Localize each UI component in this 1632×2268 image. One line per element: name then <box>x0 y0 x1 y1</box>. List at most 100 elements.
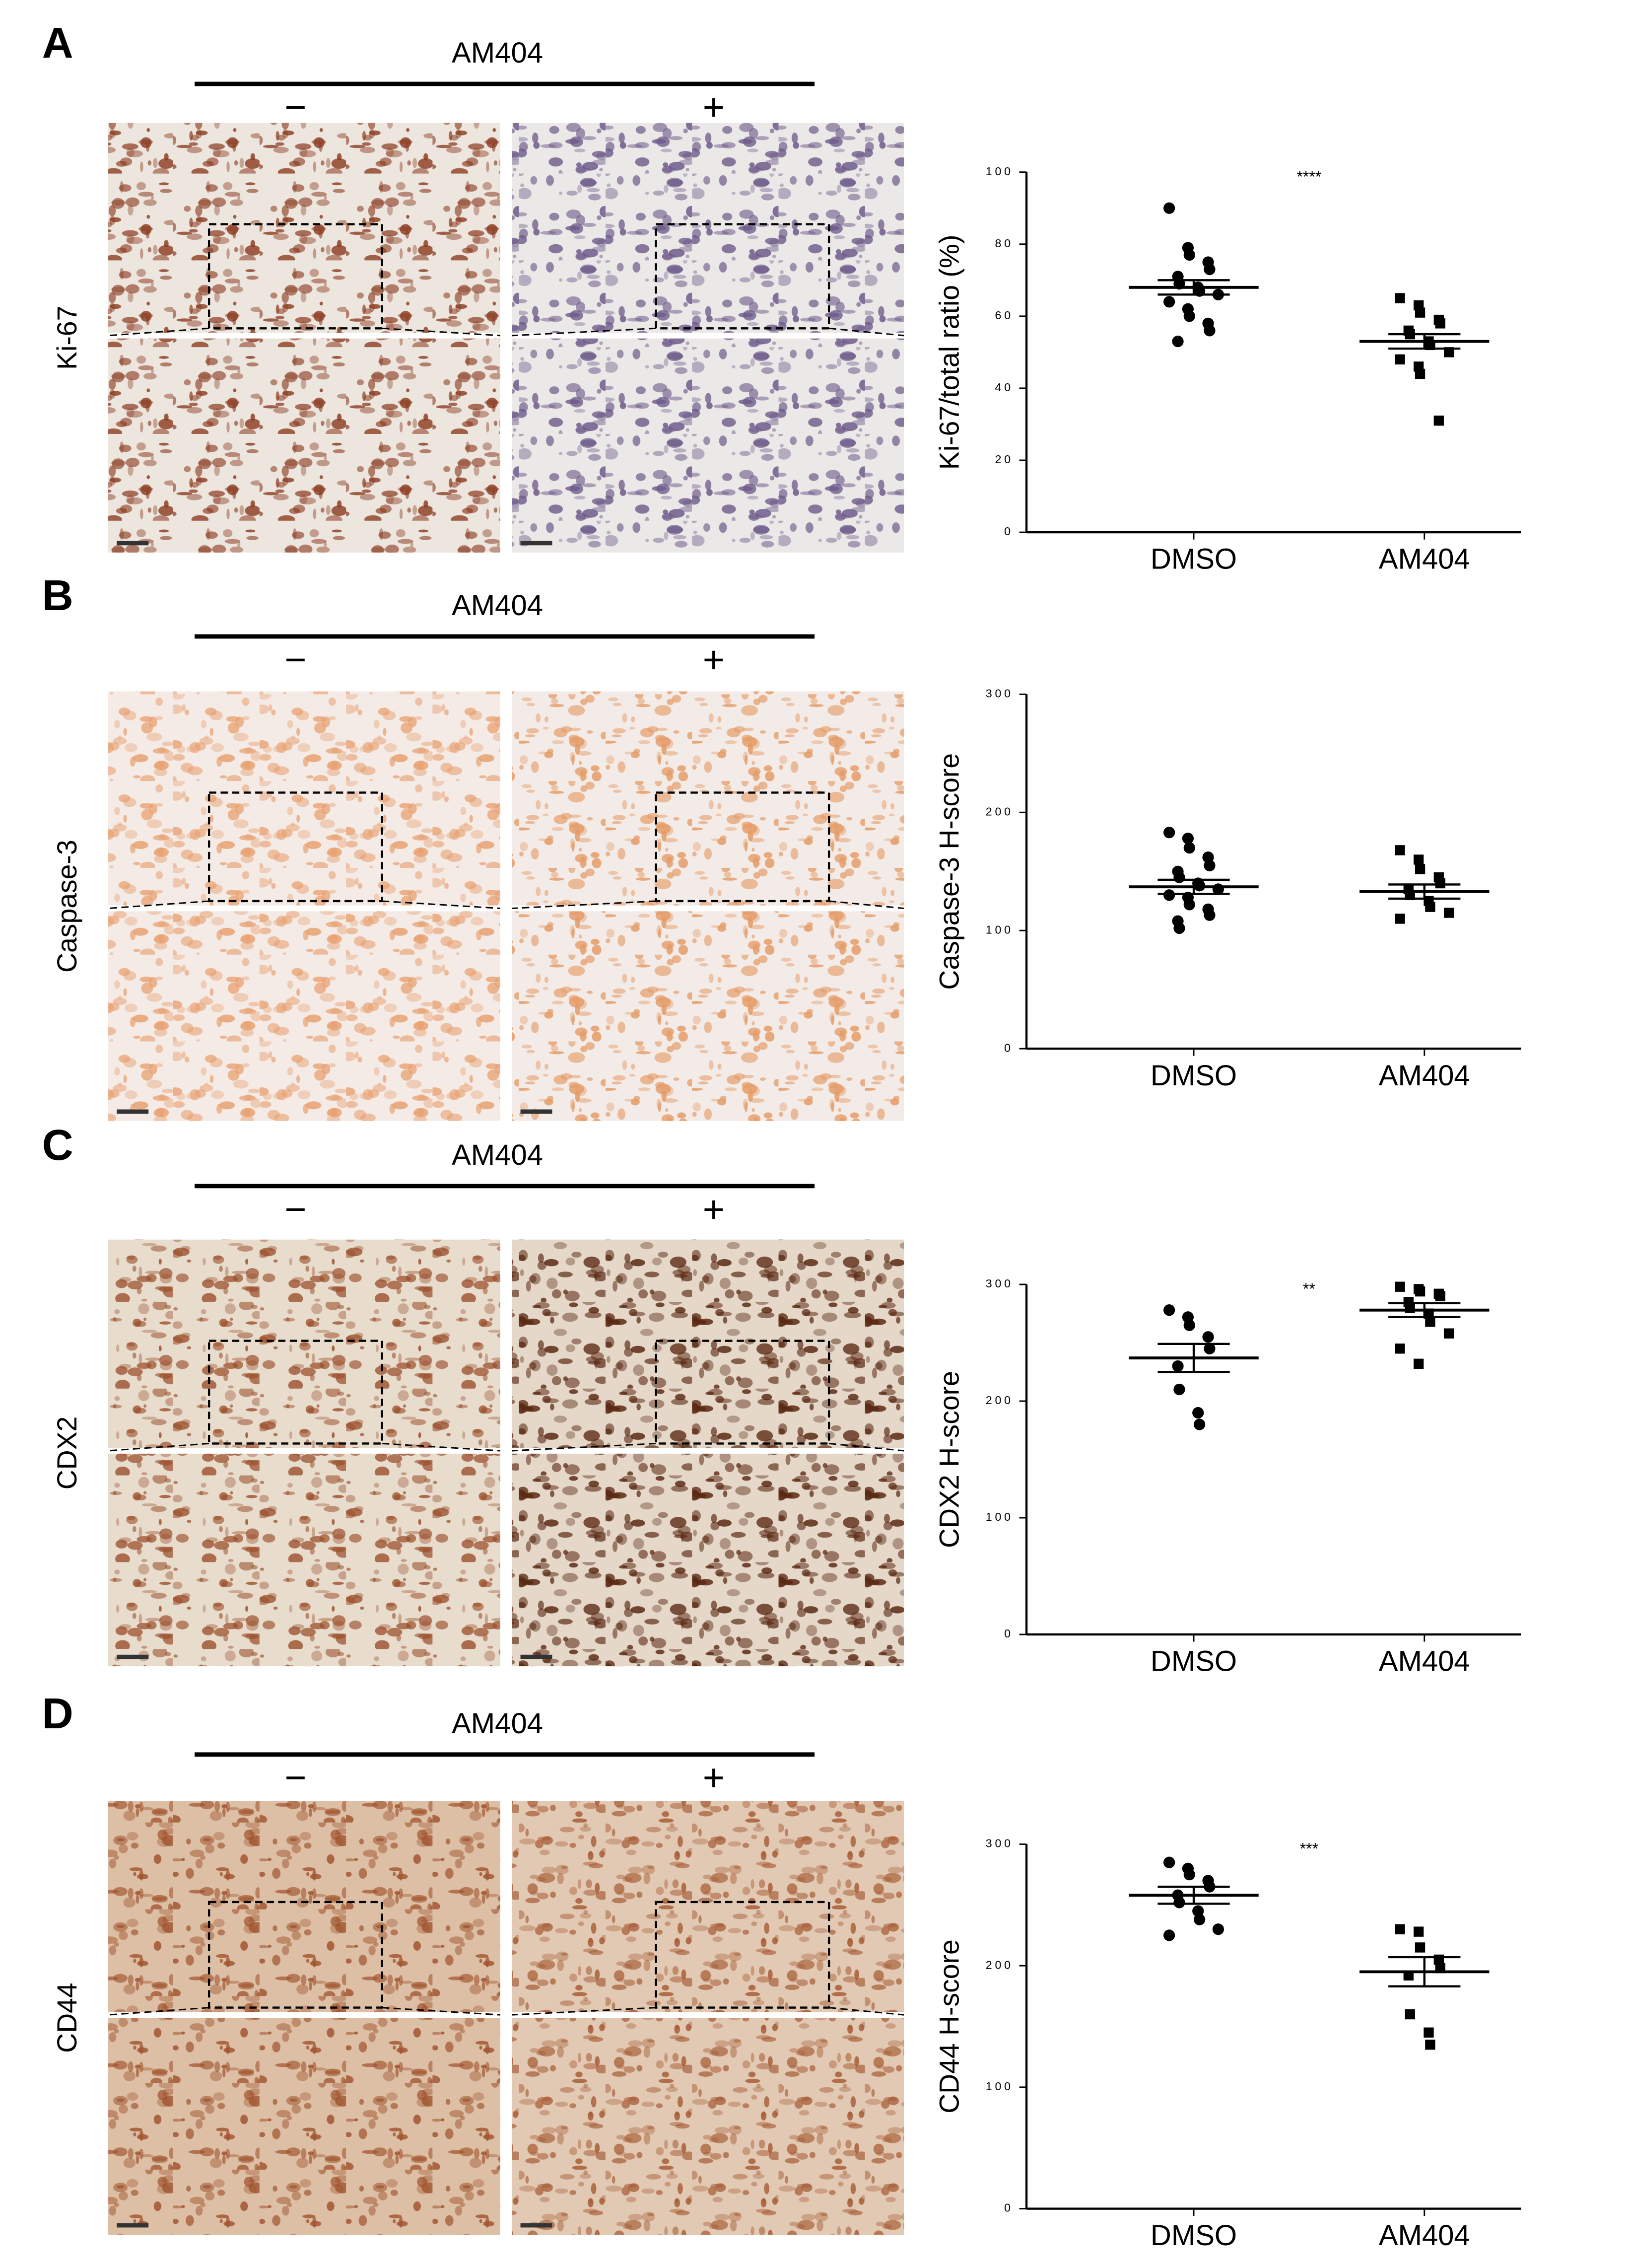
data-point <box>1395 293 1405 303</box>
data-point <box>1204 1343 1216 1354</box>
y-tick-label: 0 <box>1004 1041 1014 1054</box>
x-tick-label: AM404 <box>1379 1645 1470 1678</box>
y-tick-label: 20 <box>995 453 1013 466</box>
plus-label: + <box>703 1189 725 1230</box>
data-point <box>1413 854 1424 865</box>
zoom-line <box>382 1442 500 1452</box>
treatment-label: AM404 <box>452 1707 543 1740</box>
zoom-box <box>655 1340 830 1445</box>
zoom-line <box>512 1442 656 1452</box>
zoom-line <box>108 327 209 337</box>
data-point <box>1204 909 1216 921</box>
split-line <box>512 1448 904 1454</box>
data-point <box>1163 202 1175 214</box>
stain-label: Caspase-3 <box>52 840 82 973</box>
y-axis-label: CDX2 H-score <box>934 1371 965 1548</box>
data-point <box>1163 296 1175 308</box>
x-tick-label: AM404 <box>1379 2219 1470 2252</box>
data-point <box>1172 335 1184 348</box>
data-point <box>1395 1344 1405 1354</box>
data-point <box>1425 1316 1435 1327</box>
zoom-line <box>108 900 209 909</box>
zoom-box <box>655 791 830 903</box>
data-point <box>1395 354 1405 365</box>
y-tick-label: 100 <box>986 2080 1014 2093</box>
data-point <box>1183 1319 1195 1331</box>
panel-letter: A <box>42 19 73 67</box>
y-tick-label: 0 <box>1004 525 1014 538</box>
plus-label: + <box>703 639 725 681</box>
data-point <box>1204 859 1216 871</box>
treatment-label: AM404 <box>452 1139 543 1171</box>
zoom-box <box>207 791 383 903</box>
minus-label: − <box>284 1189 306 1230</box>
data-point <box>1183 249 1195 261</box>
minus-label: − <box>284 86 306 128</box>
split-line <box>108 905 500 912</box>
y-tick-label: 300 <box>986 1837 1014 1850</box>
scale-bar <box>117 1109 149 1114</box>
split-line <box>512 905 904 912</box>
stain-label: CD44 <box>52 1983 82 2053</box>
data-point <box>1413 1926 1424 1937</box>
zoom-box <box>207 1901 383 2009</box>
split-line <box>108 1448 500 1454</box>
data-point <box>1192 1407 1204 1419</box>
y-axis-label: Caspase-3 H-score <box>934 753 965 990</box>
data-point <box>1433 416 1444 426</box>
data-point <box>1163 827 1175 839</box>
data-point <box>1415 864 1426 874</box>
scale-bar <box>117 541 149 546</box>
data-point <box>1183 310 1195 322</box>
scale-bar <box>520 2223 552 2228</box>
panel-letter: C <box>42 1121 73 1169</box>
zoom-line <box>108 1442 209 1452</box>
data-point <box>1424 2027 1434 2038</box>
significance: *** <box>1300 1840 1318 1857</box>
scale-bar <box>520 1109 552 1114</box>
x-tick-label: DMSO <box>1151 1060 1237 1092</box>
plus-label: + <box>703 86 725 128</box>
x-tick-label: DMSO <box>1151 2219 1237 2252</box>
significance: ** <box>1303 1280 1315 1298</box>
treatment-label: AM404 <box>452 589 543 622</box>
micrograph <box>108 1801 500 2235</box>
data-point <box>1415 368 1426 379</box>
panel-letter: B <box>42 571 73 620</box>
data-point <box>1204 325 1216 337</box>
split-line <box>512 333 904 339</box>
zoom-line <box>512 900 656 909</box>
data-point <box>1194 1418 1206 1430</box>
scale-bar <box>117 2223 149 2228</box>
zoom-line <box>382 900 500 909</box>
data-point <box>1202 1331 1214 1343</box>
data-point <box>1415 1942 1426 1953</box>
zoom-box <box>655 1901 830 2009</box>
micrograph <box>512 1801 904 2235</box>
panel-letter: D <box>42 1690 73 1738</box>
significance: **** <box>1297 168 1322 186</box>
scale-bar <box>117 1654 149 1659</box>
data-point <box>1183 1868 1195 1881</box>
data-point <box>1173 922 1185 934</box>
data-point <box>1435 318 1445 329</box>
data-point <box>1163 889 1175 901</box>
stain-label: Ki-67 <box>52 306 82 370</box>
data-point <box>1415 1286 1426 1297</box>
data-point <box>1194 1914 1206 1925</box>
split-line <box>512 2012 904 2018</box>
split-line <box>108 333 500 339</box>
data-point <box>1183 899 1195 911</box>
minus-label: − <box>284 639 306 681</box>
zoom-line <box>829 327 904 337</box>
data-point <box>1395 914 1405 924</box>
y-tick-label: 200 <box>986 1394 1014 1407</box>
y-axis-label: Ki-67/total ratio (%) <box>934 235 965 470</box>
data-point <box>1172 1360 1184 1372</box>
data-point <box>1415 307 1426 318</box>
data-point <box>1183 842 1195 854</box>
x-tick-label: AM404 <box>1379 1060 1470 1092</box>
y-tick-label: 0 <box>1004 2201 1014 2214</box>
x-tick-label: DMSO <box>1151 1645 1237 1678</box>
